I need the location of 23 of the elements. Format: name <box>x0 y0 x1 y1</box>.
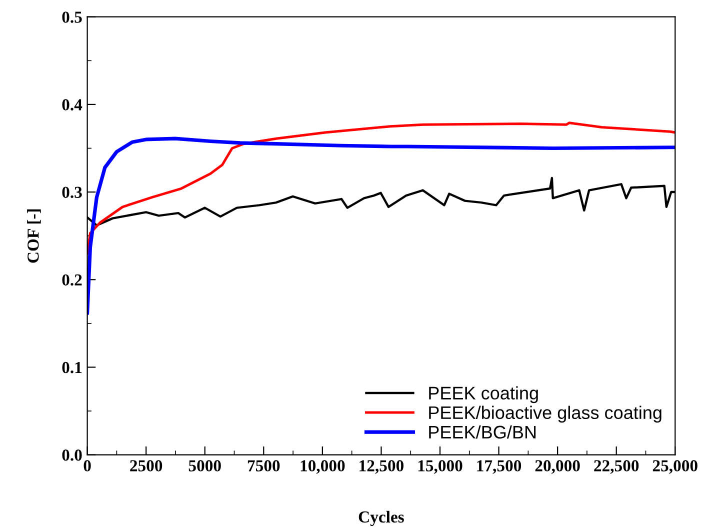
y-tick-label: 0.2 <box>62 274 82 286</box>
x-tick-label: 7500 <box>248 460 280 472</box>
y-axis-title: COF [-] <box>27 209 41 263</box>
x-tick-label: 10,000 <box>300 460 345 474</box>
x-axis-title: Cycles <box>358 510 404 526</box>
x-tick-label: 25,000 <box>652 460 698 474</box>
legend-label: PEEK/BG/BN <box>429 425 536 439</box>
y-tick-label: 0.0 <box>62 450 82 461</box>
x-tick-label: 0 <box>84 460 91 472</box>
x-tick-label: 12,500 <box>360 460 404 474</box>
y-tick-label: 0.5 <box>62 12 82 23</box>
legend-label: PEEK coating <box>429 386 538 404</box>
y-tick-label: 0.1 <box>62 362 82 374</box>
y-tick-label: 0.3 <box>62 186 82 198</box>
x-tick-label: 15,000 <box>418 460 462 474</box>
x-tick-label: 20,000 <box>535 460 580 474</box>
legend-label: PEEK/bioactive glass coating <box>429 406 662 423</box>
x-tick-label: 5000 <box>188 460 221 472</box>
x-tick-label: 2500 <box>130 460 162 472</box>
x-tick-label: 17,500 <box>477 460 522 474</box>
x-tick-label: 22,500 <box>594 460 639 474</box>
line-series <box>87 136 676 315</box>
y-tick-label: 0.4 <box>62 99 82 110</box>
